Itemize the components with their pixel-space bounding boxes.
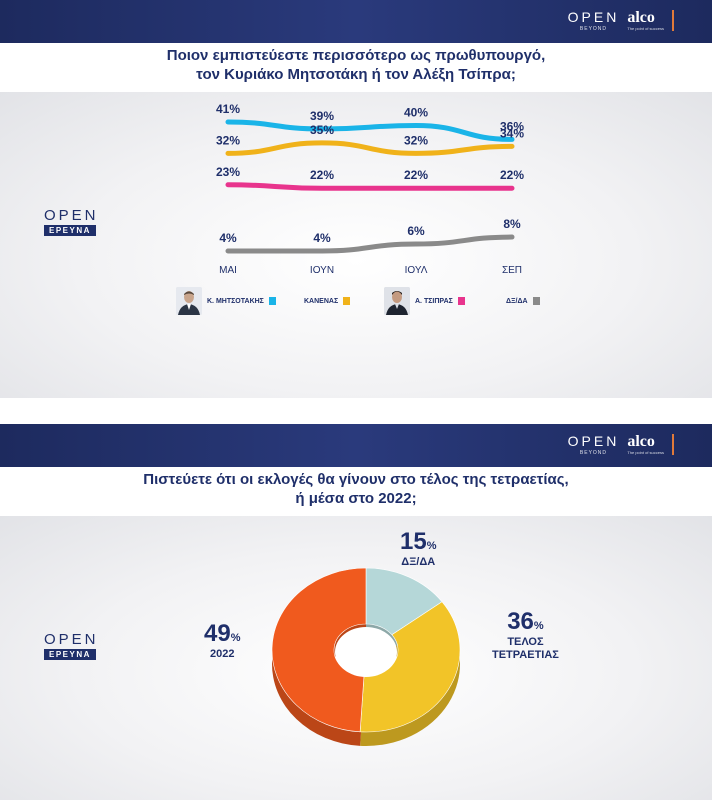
poll-panel-trust: OPEN BEYOND alco The point of success Πο… — [0, 0, 712, 398]
alco-logo-2: alco The point of success — [627, 434, 674, 455]
pie-label-dkda: 15% ΔΞ/ΔΑ — [400, 528, 436, 569]
alco-logo-sub-2: The point of success — [627, 450, 664, 455]
data-label-2-2: 22% — [404, 168, 428, 182]
data-label-0-1: 39% — [310, 109, 334, 123]
alco-logo-sub: The point of success — [627, 26, 664, 31]
data-label-1-0: 32% — [216, 133, 240, 147]
open-beyond-logo-2: OPEN BEYOND — [568, 433, 620, 456]
data-label-3-0: 4% — [219, 231, 237, 245]
legend-tsipras: Α. ΤΣΙΠΡΑΣ — [384, 287, 465, 315]
x-tick-label-0: ΜΑΙ — [219, 265, 237, 276]
open-erevna-logo-text: OPEN — [44, 207, 99, 224]
legend-dkda: ΔΞ/ΔΑ — [506, 297, 540, 305]
legend-swatch-yellow — [343, 297, 351, 305]
data-label-2-3: 22% — [500, 168, 524, 182]
pie-pct-dkda: % — [426, 540, 437, 552]
series-line-0 — [225, 119, 515, 142]
chart1-title-line2: τον Κυριάκο Μητσοτάκη ή τον Αλέξη Τσίπρα… — [196, 66, 516, 83]
pie-pct-telos: % — [533, 620, 544, 632]
chart2-title-line2: ή μέσα στο 2022; — [295, 490, 417, 507]
alco-logo-text: alco — [627, 9, 655, 26]
open-erevna-logo-badge: ΕΡΕΥΝΑ — [44, 225, 96, 236]
line-chart: 41% 39% 40% 36% 32% 35% 32% 34% 23% 22% 22% 22% 4% 4%… — [216, 102, 524, 276]
header-bar: OPEN BEYOND alco The point of success — [0, 0, 712, 43]
pie-label-2022: 49% 2022 — [204, 620, 240, 661]
open-erevna-logo: OPEN ΕΡΕΥΝΑ — [44, 208, 99, 236]
legend-mitsotakis: Κ. ΜΗΤΣΟΤΑΚΗΣ — [176, 287, 276, 315]
legend-swatch-magenta — [457, 297, 465, 305]
pie-label-telos: 36% ΤΕΛΟΣ ΤΕΤΡΑΕΤΙΑΣ — [492, 608, 559, 662]
open-logo-sub: BEYOND — [579, 26, 608, 32]
pie-caption-telos-2: ΤΕΤΡΑΕΤΙΑΣ — [492, 649, 559, 661]
pie-pct-2022: % — [230, 632, 241, 644]
open-erevna-logo-2: OPEN ΕΡΕΥΝΑ — [44, 632, 99, 660]
open-beyond-logo: OPEN BEYOND — [568, 9, 620, 32]
data-label-0-2: 40% — [404, 105, 428, 119]
pie-caption-dkda: ΔΞ/ΔΑ — [401, 556, 436, 568]
data-label-1-2: 32% — [404, 133, 428, 147]
x-tick-label-2: ΙΟΥΛ — [405, 265, 428, 276]
header-bar-2: OPEN BEYOND alco The point of success — [0, 424, 712, 467]
open-erevna-logo-badge-2: ΕΡΕΥΝΑ — [44, 649, 96, 660]
pie-value-telos: 36 — [507, 608, 534, 635]
data-label-3-1: 4% — [313, 231, 331, 245]
poll-panel-elections: OPEN BEYOND alco The point of success Πι… — [0, 424, 712, 800]
legend-label-tsipras: Α. ΤΣΙΠΡΑΣ — [415, 297, 453, 305]
data-label-2-1: 22% — [310, 168, 334, 182]
donut-hole — [335, 627, 397, 677]
donut-slice-1 — [359, 601, 461, 733]
data-label-3-3: 8% — [503, 217, 521, 231]
donut-chart — [271, 567, 461, 746]
legend-swatch-cyan — [268, 297, 276, 305]
legend-label-mitsotakis: Κ. ΜΗΤΣΟΤΑΚΗΣ — [207, 297, 264, 305]
open-logo-text-2: OPEN — [567, 433, 620, 449]
tsipras-avatar — [384, 287, 410, 315]
x-tick-label-3: ΣΕΠ — [502, 265, 522, 276]
chart1-title: Ποιον εμπιστεύεστε περισσότερο ως πρωθυπ… — [0, 46, 712, 90]
data-label-0-3: 36% — [500, 119, 524, 133]
data-label-1-1: 35% — [310, 123, 334, 137]
series-line-2 — [225, 182, 515, 191]
legend-label-dkda: ΔΞ/ΔΑ — [506, 297, 528, 305]
x-tick-label-1: ΙΟΥΝ — [310, 265, 334, 276]
chart1-title-line1: Ποιον εμπιστεύεστε περισσότερο ως πρωθυπ… — [166, 47, 546, 64]
pie-caption-telos-1: ΤΕΛΟΣ — [507, 636, 544, 648]
series-line-3 — [225, 234, 515, 254]
header-logos-2: OPEN BEYOND alco The point of success — [568, 433, 674, 456]
pie-value-2022: 49 — [204, 620, 231, 647]
open-logo-sub-2: BEYOND — [579, 450, 608, 456]
donut-slice-2 — [271, 567, 367, 733]
open-erevna-logo-text-2: OPEN — [44, 631, 99, 648]
chart2-title: Πιστεύετε ότι οι εκλογές θα γίνουν στο τ… — [0, 470, 712, 514]
mitsotakis-avatar — [176, 287, 202, 315]
data-label-0-0: 41% — [216, 102, 240, 116]
legend-swatch-gray — [532, 297, 540, 305]
data-label-2-0: 23% — [216, 165, 240, 179]
alco-logo-text-2: alco — [627, 433, 655, 450]
data-label-3-2: 6% — [407, 224, 425, 238]
data-label-1-3: 34% — [500, 126, 524, 140]
pie-value-dkda: 15 — [400, 528, 427, 555]
legend-kanenas: ΚΑΝΕΝΑΣ — [304, 297, 351, 305]
chart2-title-line1: Πιστεύετε ότι οι εκλογές θα γίνουν στο τ… — [143, 471, 569, 488]
header-logos: OPEN BEYOND alco The point of success — [568, 9, 674, 32]
series-line-1 — [225, 140, 515, 156]
pie-caption-2022: 2022 — [210, 648, 235, 660]
alco-logo: alco The point of success — [627, 10, 674, 31]
legend-label-kanenas: ΚΑΝΕΝΑΣ — [304, 297, 339, 305]
open-logo-text: OPEN — [567, 9, 620, 25]
